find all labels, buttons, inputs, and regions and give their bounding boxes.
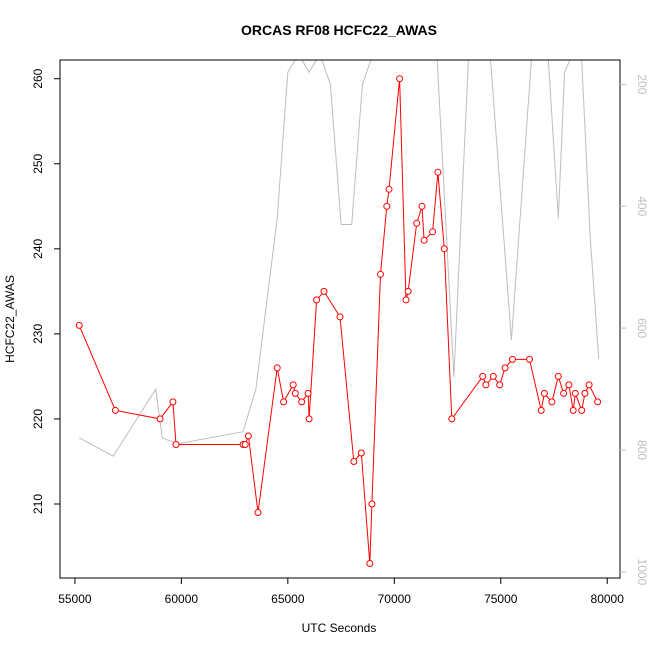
data-point (254, 509, 262, 516)
y-tick-label: 220 (31, 409, 45, 429)
data-point (169, 398, 177, 406)
data-point (366, 560, 374, 567)
y2-tick-label: 400 (635, 196, 649, 216)
data-point (418, 202, 426, 210)
data-point (357, 449, 365, 457)
x-tick-label: 60000 (165, 592, 199, 606)
data-point (489, 372, 497, 380)
data-point (537, 406, 545, 414)
data-point (404, 287, 412, 295)
y-tick-label: 260 (31, 68, 45, 88)
y-tick-label: 240 (31, 238, 45, 258)
data-point (585, 381, 593, 389)
data-point (496, 381, 504, 389)
x-tick-label: 55000 (58, 592, 92, 606)
data-point (569, 406, 577, 414)
data-point (385, 185, 393, 193)
data-point (291, 389, 299, 397)
data-point (368, 500, 376, 508)
data-point (548, 398, 556, 406)
y2-axis: 200 400 600 800 1000 (620, 74, 649, 586)
data-point (289, 381, 297, 389)
data-point (434, 168, 442, 176)
data-point (244, 432, 252, 440)
x-tick-label: 65000 (271, 592, 305, 606)
y2-tick-label: 200 (635, 74, 649, 94)
chart-title: ORCAS RF08 HCFC22_AWAS (241, 22, 437, 38)
data-point (336, 313, 344, 321)
data-point (420, 236, 428, 244)
series-right-axis (78, 60, 600, 457)
y-tick-label: 210 (31, 494, 45, 514)
x-tick-label: 70000 (378, 592, 412, 606)
data-point (565, 381, 573, 389)
data-point (377, 270, 384, 278)
data-point (241, 441, 249, 448)
data-point (413, 219, 421, 227)
x-tick-label: 80000 (591, 592, 625, 606)
data-point (304, 389, 312, 397)
data-point (571, 389, 579, 397)
data-point (383, 202, 391, 210)
x-axis: 55000 60000 65000 70000 75000 80000 (58, 578, 624, 606)
data-point (396, 75, 404, 83)
series-left-axis (75, 75, 602, 567)
data-point (440, 245, 448, 253)
y2-tick-label: 600 (635, 318, 649, 338)
data-point (509, 355, 516, 363)
x-tick-label: 75000 (484, 592, 518, 606)
series-left-line (78, 78, 599, 564)
y-axis-label: HCFC22_AWAS (3, 275, 17, 363)
data-point (172, 441, 180, 448)
data-point (75, 321, 83, 329)
y2-tick-label: 1000 (635, 559, 649, 586)
data-point (273, 364, 281, 372)
data-point (581, 389, 589, 397)
x-axis-label: UTC Seconds (302, 621, 377, 635)
data-point (540, 389, 548, 397)
data-point (305, 415, 313, 423)
y-tick-label: 250 (31, 153, 45, 173)
data-point (594, 398, 602, 406)
data-point (298, 398, 306, 406)
data-point (560, 389, 568, 397)
data-point (578, 406, 586, 414)
y2-tick-label: 800 (635, 440, 649, 460)
data-point (280, 398, 288, 406)
y-tick-label: 230 (31, 324, 45, 344)
data-point (554, 372, 562, 380)
data-point (429, 228, 437, 236)
series-right-line (78, 60, 600, 457)
data-point (313, 296, 321, 304)
data-point (111, 406, 119, 414)
data-point (501, 364, 509, 372)
plot-frame (59, 59, 621, 579)
data-point (350, 458, 358, 465)
data-point (320, 287, 328, 295)
data-point (402, 296, 410, 304)
data-point (448, 415, 456, 423)
data-point (479, 372, 487, 380)
y-axis: 210 220 230 240 250 260 (31, 68, 60, 514)
data-point (526, 355, 533, 363)
data-point (482, 381, 490, 389)
data-point (156, 415, 164, 423)
